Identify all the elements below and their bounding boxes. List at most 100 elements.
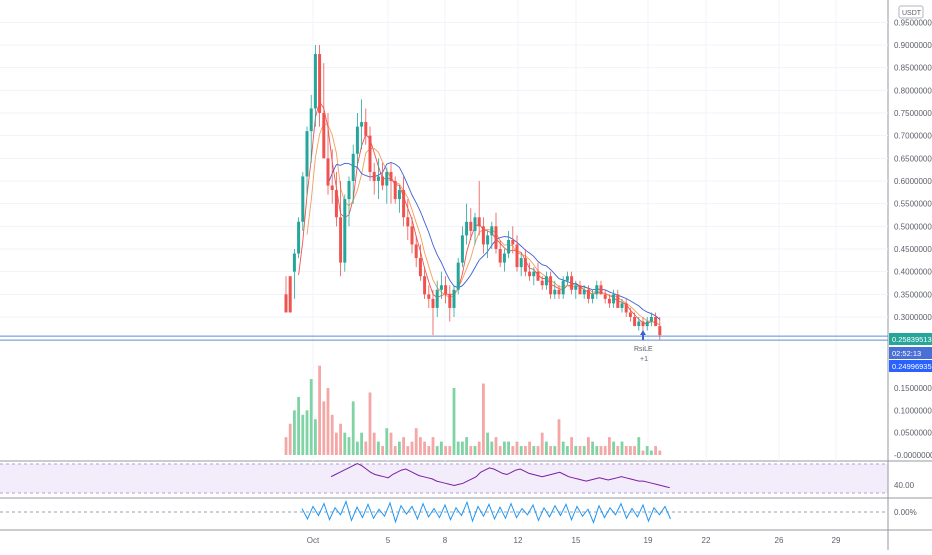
candle-body xyxy=(297,221,301,254)
candle-body xyxy=(486,235,490,245)
volume-bar xyxy=(385,428,389,455)
candle-body xyxy=(481,226,485,245)
x-tick-label-5: 19 xyxy=(644,536,653,545)
candle-body xyxy=(599,285,603,295)
x-tick-label-4: 15 xyxy=(572,536,581,545)
volume-bar xyxy=(377,441,380,455)
volume-bar xyxy=(456,441,460,455)
volume-bar xyxy=(364,441,368,455)
candle-body xyxy=(641,321,645,327)
price-badge-label-1: 02:52:13 xyxy=(892,349,921,358)
candle-body xyxy=(469,221,473,231)
volume-bar xyxy=(599,446,603,455)
volume-bar xyxy=(461,441,464,455)
volume-bar xyxy=(486,432,489,455)
volume-bar xyxy=(482,383,485,455)
price-badge-label-0: 0.25839513 xyxy=(892,335,932,344)
candle-body xyxy=(435,289,439,308)
oscillator-line xyxy=(301,499,671,524)
volume-bar xyxy=(293,410,296,455)
volume-bar xyxy=(595,446,599,455)
volume-bar xyxy=(339,423,342,455)
signal-arrow-icon xyxy=(640,330,646,340)
volume-bar xyxy=(519,446,523,455)
volume-bar xyxy=(297,396,300,455)
candle-body xyxy=(502,253,506,263)
volume-bar xyxy=(356,441,359,455)
candle-body xyxy=(397,190,401,200)
candle-body xyxy=(292,253,296,272)
x-tick-label-7: 26 xyxy=(775,536,784,545)
candle-body xyxy=(544,276,548,286)
candle-body xyxy=(519,258,523,268)
volume-bar xyxy=(574,446,578,455)
volume-bar xyxy=(658,450,662,455)
volume-bar xyxy=(650,450,653,455)
currency-label: USDT xyxy=(902,10,922,17)
volume-bar xyxy=(393,446,397,455)
volume-bar xyxy=(524,446,527,455)
volume-bar xyxy=(469,446,473,455)
volume-bar xyxy=(515,441,519,455)
candle-body xyxy=(460,235,464,263)
volume-bar xyxy=(507,441,510,455)
volume-bar xyxy=(435,446,439,455)
volume-bar xyxy=(641,450,645,455)
candle-body xyxy=(565,276,569,281)
signal-sublabel: +1 xyxy=(640,356,648,363)
candle-body xyxy=(339,217,343,263)
x-tick-label-1: 5 xyxy=(386,536,391,545)
volume-bar xyxy=(448,446,452,455)
candle-body xyxy=(549,276,553,295)
candle-body xyxy=(448,294,452,308)
candle-body xyxy=(540,280,544,286)
volume-bar xyxy=(335,432,338,455)
candle-body xyxy=(654,317,658,327)
volume-bar xyxy=(305,410,309,455)
volume-bar xyxy=(402,437,405,455)
price-badge-0 xyxy=(889,333,932,345)
candle-body xyxy=(368,135,372,172)
candle-body xyxy=(305,131,309,177)
volume-bar xyxy=(612,441,615,455)
volume-bar xyxy=(368,392,372,455)
candle-body xyxy=(334,190,338,218)
volume-bar xyxy=(444,446,447,455)
candle-body xyxy=(347,181,351,200)
candle-body xyxy=(494,226,498,249)
candle-body xyxy=(439,285,443,290)
price-badge-2 xyxy=(889,360,932,372)
volume-bar xyxy=(570,437,573,455)
x-tick-label-3: 12 xyxy=(514,536,523,545)
volume-bar xyxy=(288,423,292,455)
volume-bar xyxy=(427,446,431,455)
candle-body xyxy=(624,303,628,313)
volume-bar xyxy=(608,437,611,455)
volume-bar xyxy=(410,441,414,455)
candle-body xyxy=(343,199,347,263)
candle-body xyxy=(582,289,586,295)
candle-body xyxy=(511,239,515,245)
volume-bar xyxy=(494,437,498,455)
volume-tick-label-2: 0.05000000 xyxy=(894,429,932,438)
volume-tick-label-3: -0.00000000 xyxy=(894,451,932,460)
candle-body xyxy=(318,54,322,113)
candle-body xyxy=(393,181,397,200)
volume-bar xyxy=(423,441,426,455)
candle-body xyxy=(586,289,590,299)
volume-bar xyxy=(536,446,540,455)
candle-body xyxy=(578,285,582,295)
candle-body xyxy=(536,271,540,281)
